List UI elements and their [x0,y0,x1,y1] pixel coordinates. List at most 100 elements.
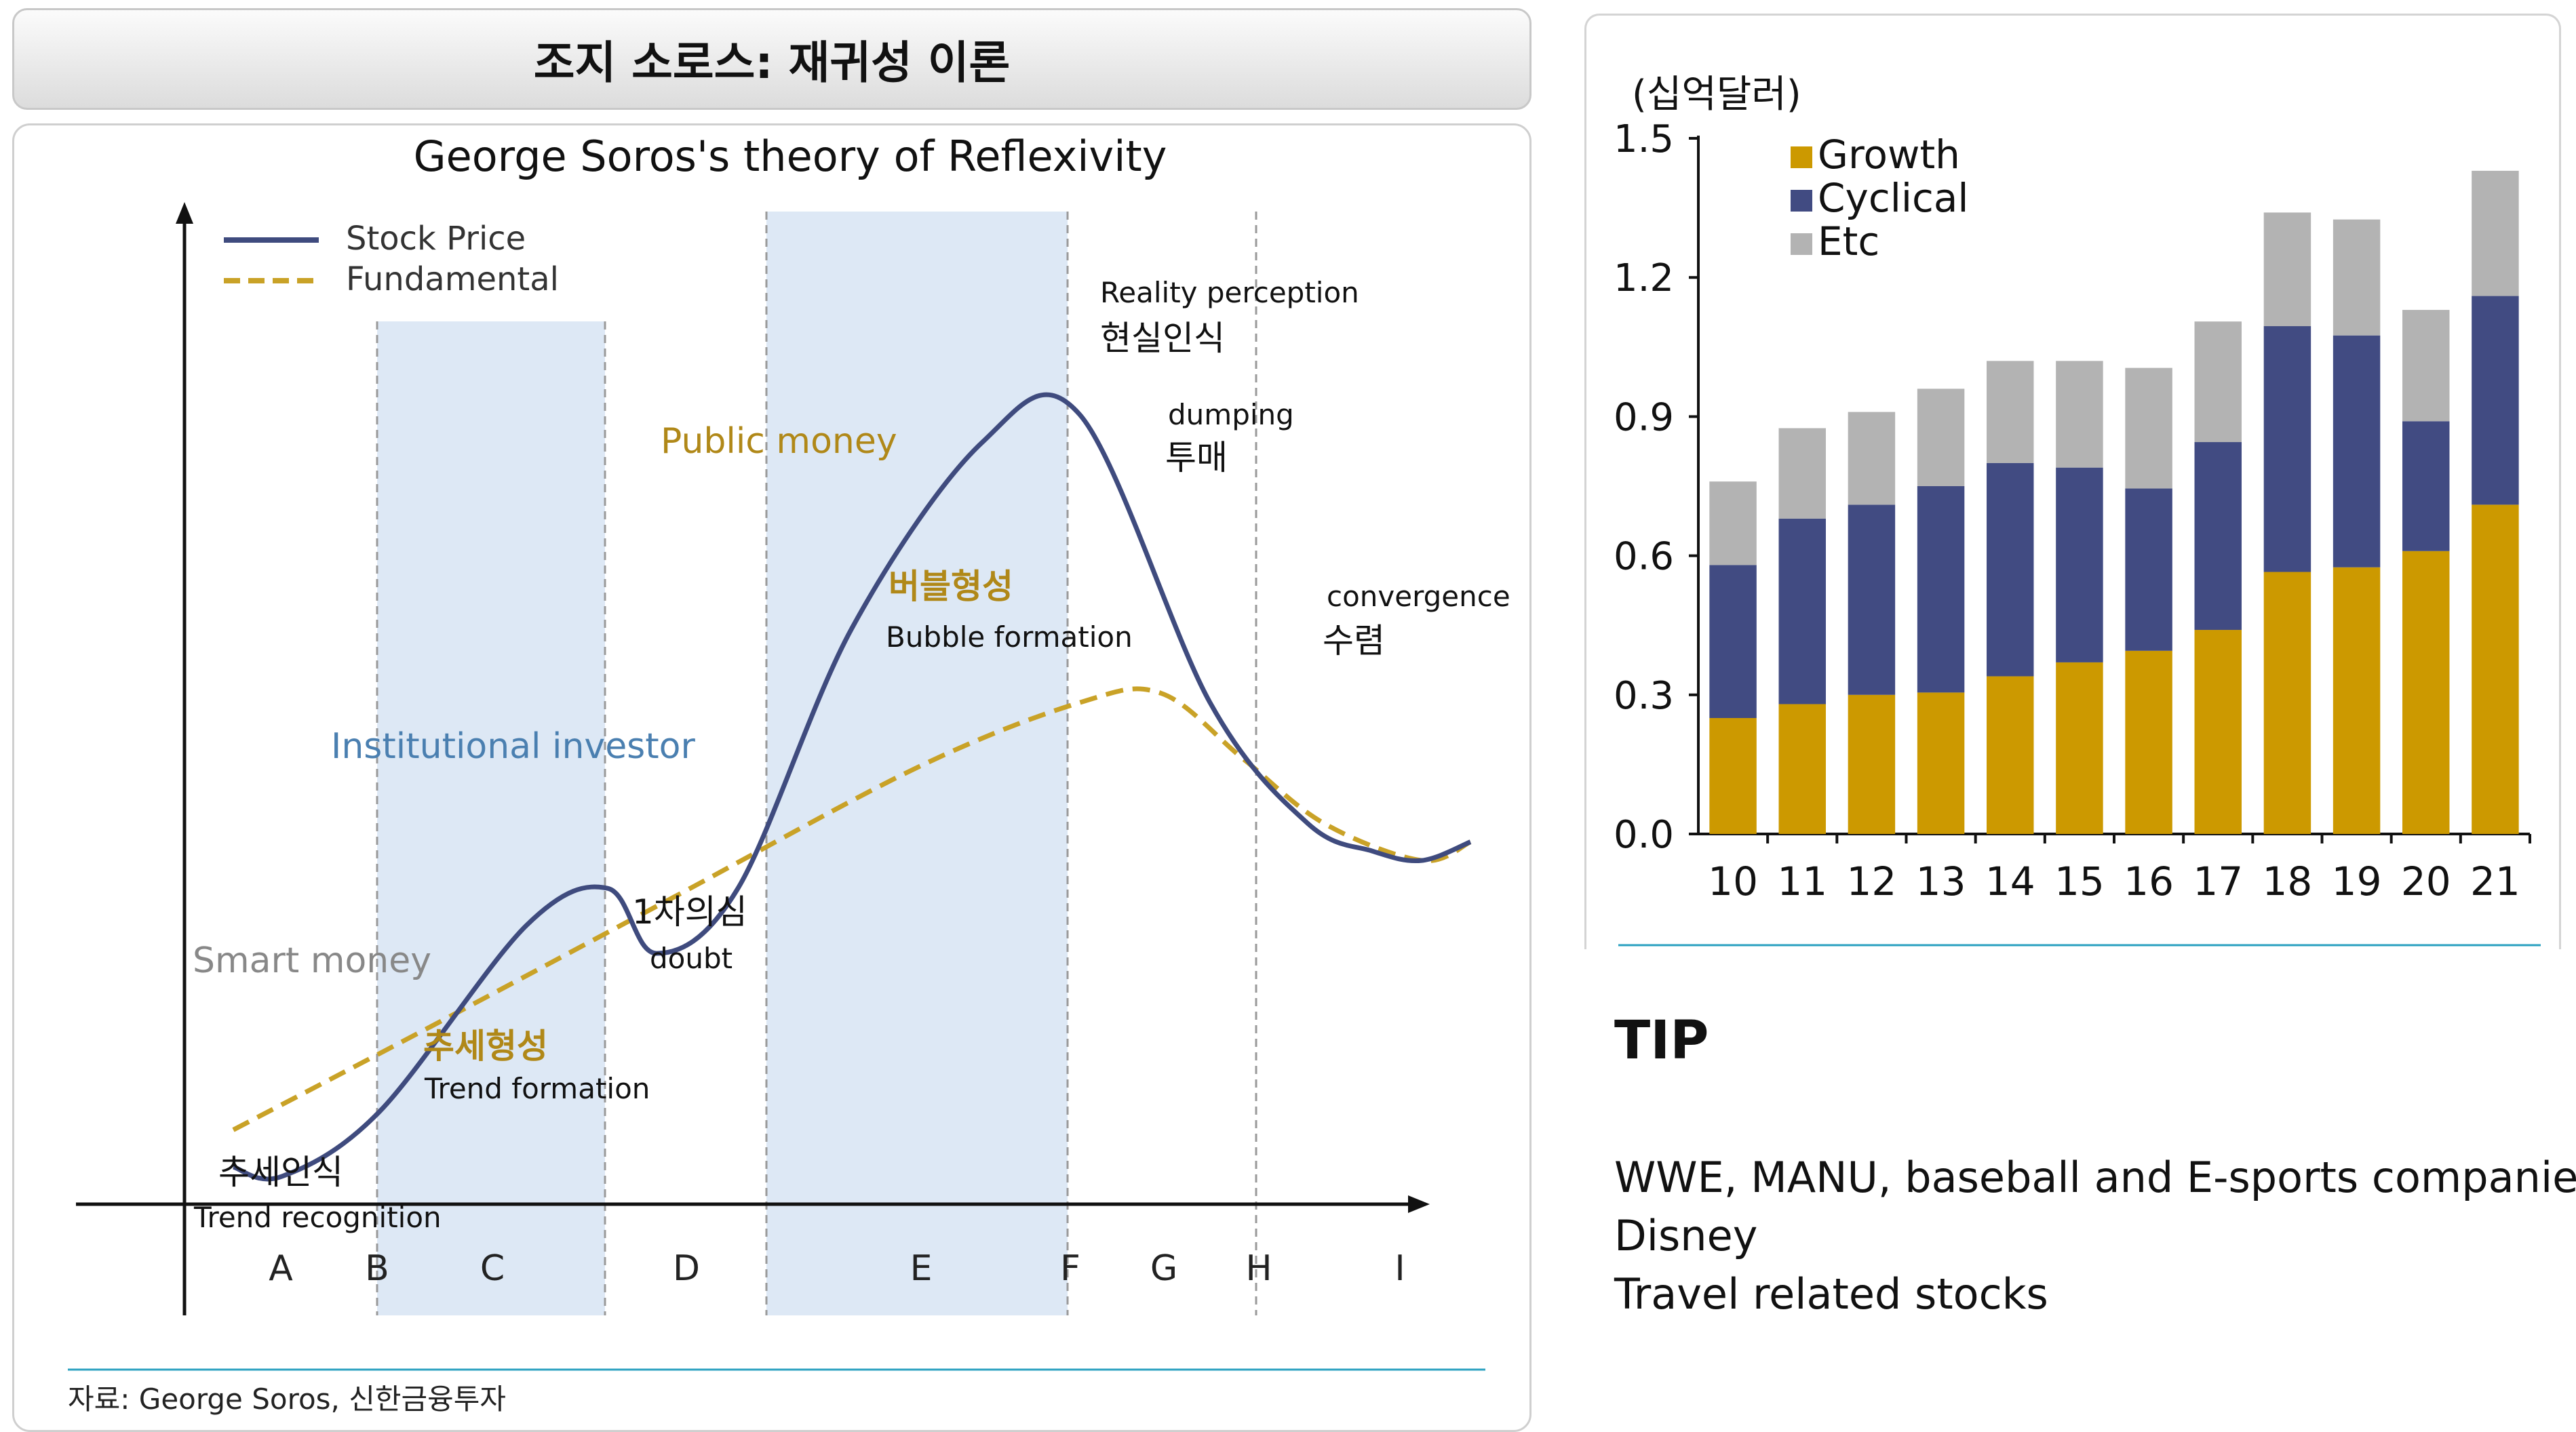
label-trend-recognition-en: Trend recognition [193,1201,442,1234]
bar-growth-18 [2263,572,2311,834]
label-dumping-ko: 투매 [1165,438,1228,477]
label-bubble-en: Bubble formation [886,620,1133,654]
bar-cyclical-15 [2056,467,2103,662]
phase-label-g: G [1150,1248,1177,1289]
reflexivity-chart: George Soros's theory of Reflexivity Sto… [68,132,1510,1416]
bar-etc-19 [2333,219,2381,336]
legend-etc-label: Etc [1818,218,1879,264]
phase-label-f: F [1060,1248,1080,1289]
label-institutional: Institutional investor [331,726,695,767]
bar-growth-11 [1778,704,1826,834]
label-smart-money: Smart money [193,940,431,981]
bar-x-label: 14 [1985,858,2035,904]
label-doubt-en: doubt [650,942,733,975]
tip-line-3: Travel related stocks [1614,1269,2048,1319]
bar-etc-20 [2402,310,2450,422]
bar-etc-21 [2472,170,2519,296]
bar-cyclical-11 [1778,518,1826,704]
bar-cyclical-16 [2125,488,2172,651]
bar-x-label: 16 [2124,858,2174,904]
bar-growth-10 [1709,718,1757,834]
bar-cyclical-17 [2194,442,2242,631]
bar-x-label: 20 [2401,858,2451,904]
bar-etc-17 [2194,321,2242,443]
source-text: 자료: George Soros, 신한금융투자 [68,1383,506,1416]
chart-title: George Soros's theory of Reflexivity [414,132,1167,181]
phase-label-e: E [910,1248,933,1289]
bar-x-label: 17 [2193,858,2243,904]
phase-label-c: C [480,1248,505,1289]
label-trend-recognition-ko: 추세인식 [218,1153,343,1192]
legend-etc-swatch [1791,233,1812,255]
bar-y-tick-label: 0.3 [1614,674,1674,718]
bar-etc-13 [1917,389,1965,486]
y-axis-arrow [176,202,193,224]
bar-cyclical-19 [2333,335,2381,568]
bar-y-tick-label: 0.0 [1614,813,1674,857]
legend-cyclical-label: Cyclical [1818,175,1968,221]
shade-phase-e [766,212,1068,1315]
bar-x-label: 15 [2054,858,2105,904]
bar-growth-14 [1987,676,2034,834]
bar-cyclical-12 [1848,504,1896,695]
bar-x-label: 10 [1708,858,1758,904]
bar-growth-17 [2194,630,2242,834]
bar-growth-13 [1917,692,1965,834]
bar-x-label: 11 [1777,858,1827,904]
legend-growth-label: Growth [1818,132,1960,178]
label-convergence-ko: 수렴 [1323,621,1385,660]
phase-label-h: H [1245,1248,1272,1289]
bar-cyclical-10 [1709,565,1757,718]
bar-cyclical-20 [2402,421,2450,551]
bar-etc-15 [2056,361,2103,468]
label-dumping-en: dumping [1168,398,1294,431]
tip-heading: TIP [1614,1010,1709,1071]
label-reality-en: Reality perception [1100,276,1359,309]
stacked-bar-chart: (십억달러) 0.0 0.3 0.6 0.9 1.2 1.5 10 11 12 13 14 15 16… [1614,73,2541,947]
bar-x-label: 13 [1916,858,1966,904]
bar-cyclical-21 [2472,296,2519,505]
legend-fundamental-label: Fundamental [346,260,559,298]
bar-cyclical-18 [2263,326,2311,572]
bar-etc-11 [1778,428,1826,519]
label-reality-ko: 현실인식 [1100,319,1225,358]
bar-y-tick-label: 0.9 [1614,395,1674,439]
bar-growth-20 [2402,551,2450,834]
label-trend-formation-en: Trend formation [424,1072,650,1105]
y-unit-label: (십억달러) [1632,73,1801,117]
bar-cyclical-13 [1917,486,1965,693]
phase-label-b: B [365,1248,389,1289]
tip-line-1: WWE, MANU, baseball and E-sports compani… [1614,1153,2576,1202]
bar-etc-14 [1987,361,2034,463]
bar-x-label: 12 [1847,858,1897,904]
bar-growth-16 [2125,650,2172,834]
legend-stock-price-label: Stock Price [346,220,526,258]
bar-x-label: 18 [2263,858,2313,904]
bar-etc-18 [2263,212,2311,327]
tip-line-2: Disney [1614,1211,1758,1260]
bar-y-tick-label: 0.6 [1614,535,1674,579]
bar-etc-16 [2125,367,2172,489]
legend-cyclical-swatch [1791,190,1812,212]
bar-etc-10 [1709,481,1757,565]
shade-phase-bc [377,321,605,1315]
bar-x-label: 19 [2332,858,2382,904]
label-convergence-en: convergence [1327,580,1510,613]
bar-x-label: 21 [2470,858,2520,904]
label-doubt-ko: 1차의심 [632,892,747,932]
bar-growth-21 [2472,504,2519,834]
phase-label-a: A [269,1248,293,1289]
bar-growth-15 [2056,662,2103,834]
bar-y-tick-label: 1.5 [1614,117,1674,161]
legend-growth-swatch [1791,146,1812,168]
label-public-money: Public money [661,421,897,462]
bar-y-tick-label: 1.2 [1614,256,1674,300]
fundamental-line [232,686,1472,1132]
bar-growth-12 [1848,694,1896,834]
bar-growth-19 [2333,567,2381,834]
x-axis-arrow [1408,1195,1430,1213]
bar-etc-12 [1848,412,1896,505]
label-bubble-ko: 버블형성 [889,567,1013,606]
phase-label-d: D [673,1248,700,1289]
stock-price-line [232,392,1472,1182]
